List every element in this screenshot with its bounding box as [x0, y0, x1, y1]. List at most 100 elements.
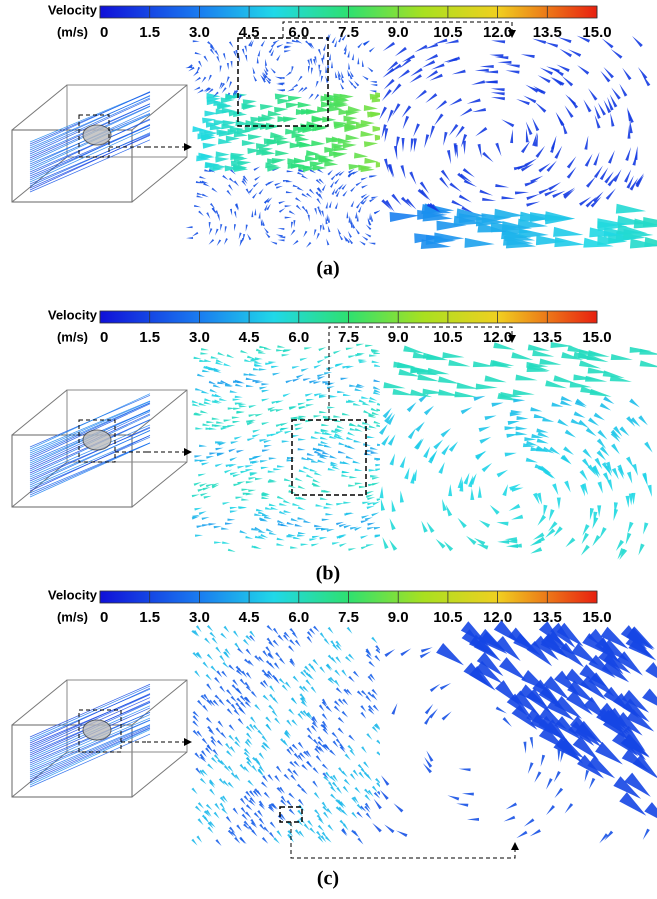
streamline: [29, 728, 151, 784]
vector-arrow: [322, 451, 331, 455]
vector-arrow: [304, 347, 313, 350]
vector-arrow: [242, 492, 251, 496]
box-edge: [131, 461, 188, 508]
vector-arrow: [201, 76, 207, 83]
vector-arrow: [421, 60, 436, 68]
vector-arrow: [383, 158, 389, 173]
vector-arrow: [603, 686, 630, 711]
vector-arrow: [602, 472, 611, 485]
vector-arrow: [515, 426, 528, 431]
vector-arrow: [226, 76, 230, 84]
vector-arrow: [538, 621, 565, 647]
vector-arrow: [261, 744, 268, 752]
vector-arrow: [632, 35, 643, 48]
vector-arrow: [219, 685, 226, 693]
vector-arrow: [204, 637, 211, 645]
vector-arrow: [201, 517, 210, 521]
vector-arrow: [254, 704, 261, 711]
vector-arrow: [245, 635, 253, 642]
vector-arrow: [311, 543, 320, 547]
vector-arrow: [520, 54, 535, 59]
vector-arrow: [230, 830, 238, 838]
vector-arrow: [617, 467, 624, 480]
vector-arrow: [269, 409, 278, 413]
vector-arrow: [273, 662, 280, 670]
vector-arrow: [257, 769, 264, 777]
vector-arrow: [578, 419, 590, 429]
vector-arrow: [339, 461, 348, 464]
vector-arrow: [278, 236, 286, 239]
vector-arrow: [326, 367, 335, 371]
connector: [282, 21, 516, 38]
vector-arrow: [206, 653, 214, 661]
vector-arrow: [309, 379, 318, 384]
vector-arrow: [361, 746, 367, 754]
vector-arrow: [607, 174, 618, 187]
vector-arrow: [363, 761, 370, 769]
vector-arrow: [301, 193, 309, 198]
vector-arrow: [209, 202, 216, 209]
vector-arrow: [321, 431, 330, 436]
vector-arrow: [368, 708, 375, 715]
vector-arrow: [211, 400, 220, 404]
vector-arrow: [497, 60, 512, 64]
vector-arrow: [221, 527, 230, 530]
vector-arrow: [610, 429, 621, 440]
vector-arrow: [284, 50, 292, 53]
vector-arrow: [525, 121, 533, 136]
vector-arrow: [268, 46, 274, 54]
vector-arrow: [374, 655, 381, 662]
vector-arrow: [287, 162, 302, 169]
vector-arrow: [212, 749, 219, 757]
vector-arrow: [246, 760, 253, 768]
vector-arrow: [279, 657, 286, 665]
vector-arrow: [400, 196, 412, 208]
vector-arrow: [550, 135, 557, 150]
vector-arrow: [283, 46, 292, 49]
vector-arrow: [556, 497, 561, 510]
vector-arrow: [525, 128, 529, 143]
vector-arrow: [229, 390, 238, 393]
vector-arrow: [282, 634, 289, 642]
vector-arrow: [253, 812, 261, 819]
vector-arrow: [342, 142, 357, 149]
vector-arrow: [246, 422, 255, 426]
vector-arrow: [315, 191, 321, 198]
vector-arrow: [314, 93, 320, 101]
vector-arrow: [429, 708, 438, 719]
vector-arrow: [327, 225, 331, 233]
vector-arrow: [422, 763, 432, 774]
vector-arrow: [635, 173, 644, 186]
vector-arrow: [244, 45, 247, 53]
vector-arrow: [537, 514, 547, 526]
vector-arrow: [321, 423, 330, 427]
vector-arrow: [479, 189, 494, 196]
vector-arrow: [345, 110, 360, 117]
vector-arrow: [282, 179, 290, 182]
vector-arrow: [495, 142, 502, 157]
vector-arrow: [303, 750, 310, 758]
vector-arrow: [510, 129, 514, 144]
vector-arrow: [353, 80, 360, 87]
vector-arrow: [348, 168, 355, 174]
vector-arrow: [542, 417, 555, 422]
vector-arrow: [323, 638, 330, 646]
vector-arrow: [611, 87, 621, 100]
vector-arrow: [334, 178, 340, 185]
vector-arrow: [466, 817, 480, 821]
vector-arrow: [297, 506, 306, 511]
vector-arrow: [361, 184, 369, 189]
vector-arrow: [429, 73, 443, 81]
vector-arrow: [349, 773, 356, 781]
vector-arrow: [367, 497, 376, 501]
vector-arrow: [428, 452, 437, 464]
vector-arrow: [325, 502, 334, 506]
vector-arrow: [424, 53, 439, 62]
vector-arrow: [473, 395, 486, 402]
vector-arrow: [212, 699, 220, 707]
vector-arrow: [349, 749, 356, 757]
vector-arrow: [327, 406, 336, 409]
vector-arrow: [368, 469, 377, 472]
streamline: [29, 719, 151, 774]
vector-arrow: [491, 402, 504, 407]
